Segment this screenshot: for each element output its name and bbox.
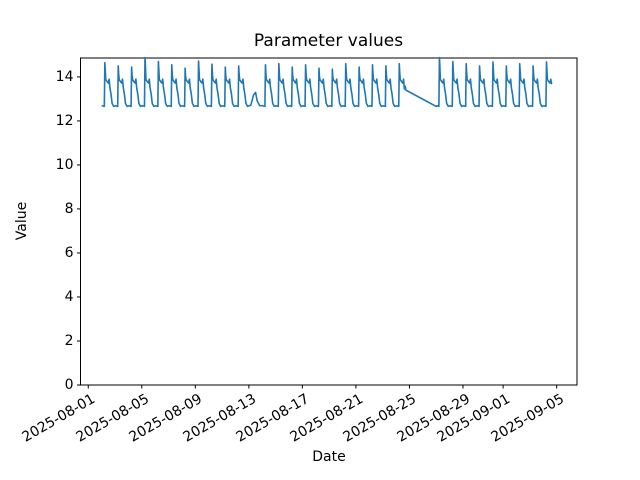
x-axis-label: Date [312,449,346,465]
chart-title: Parameter values [253,31,404,51]
y-tick-label: 12 [55,112,74,129]
y-tick-label: 0 [64,377,74,393]
y-tick-label: 14 [55,68,74,85]
y-tick-label: 4 [64,288,74,305]
y-tick-label: 6 [64,244,74,261]
data-line [101,56,553,108]
y-tick-label: 8 [64,200,74,217]
y-tick-label: 10 [55,156,74,173]
axes-spines [80,57,578,386]
y-tick-label: 2 [64,332,74,349]
